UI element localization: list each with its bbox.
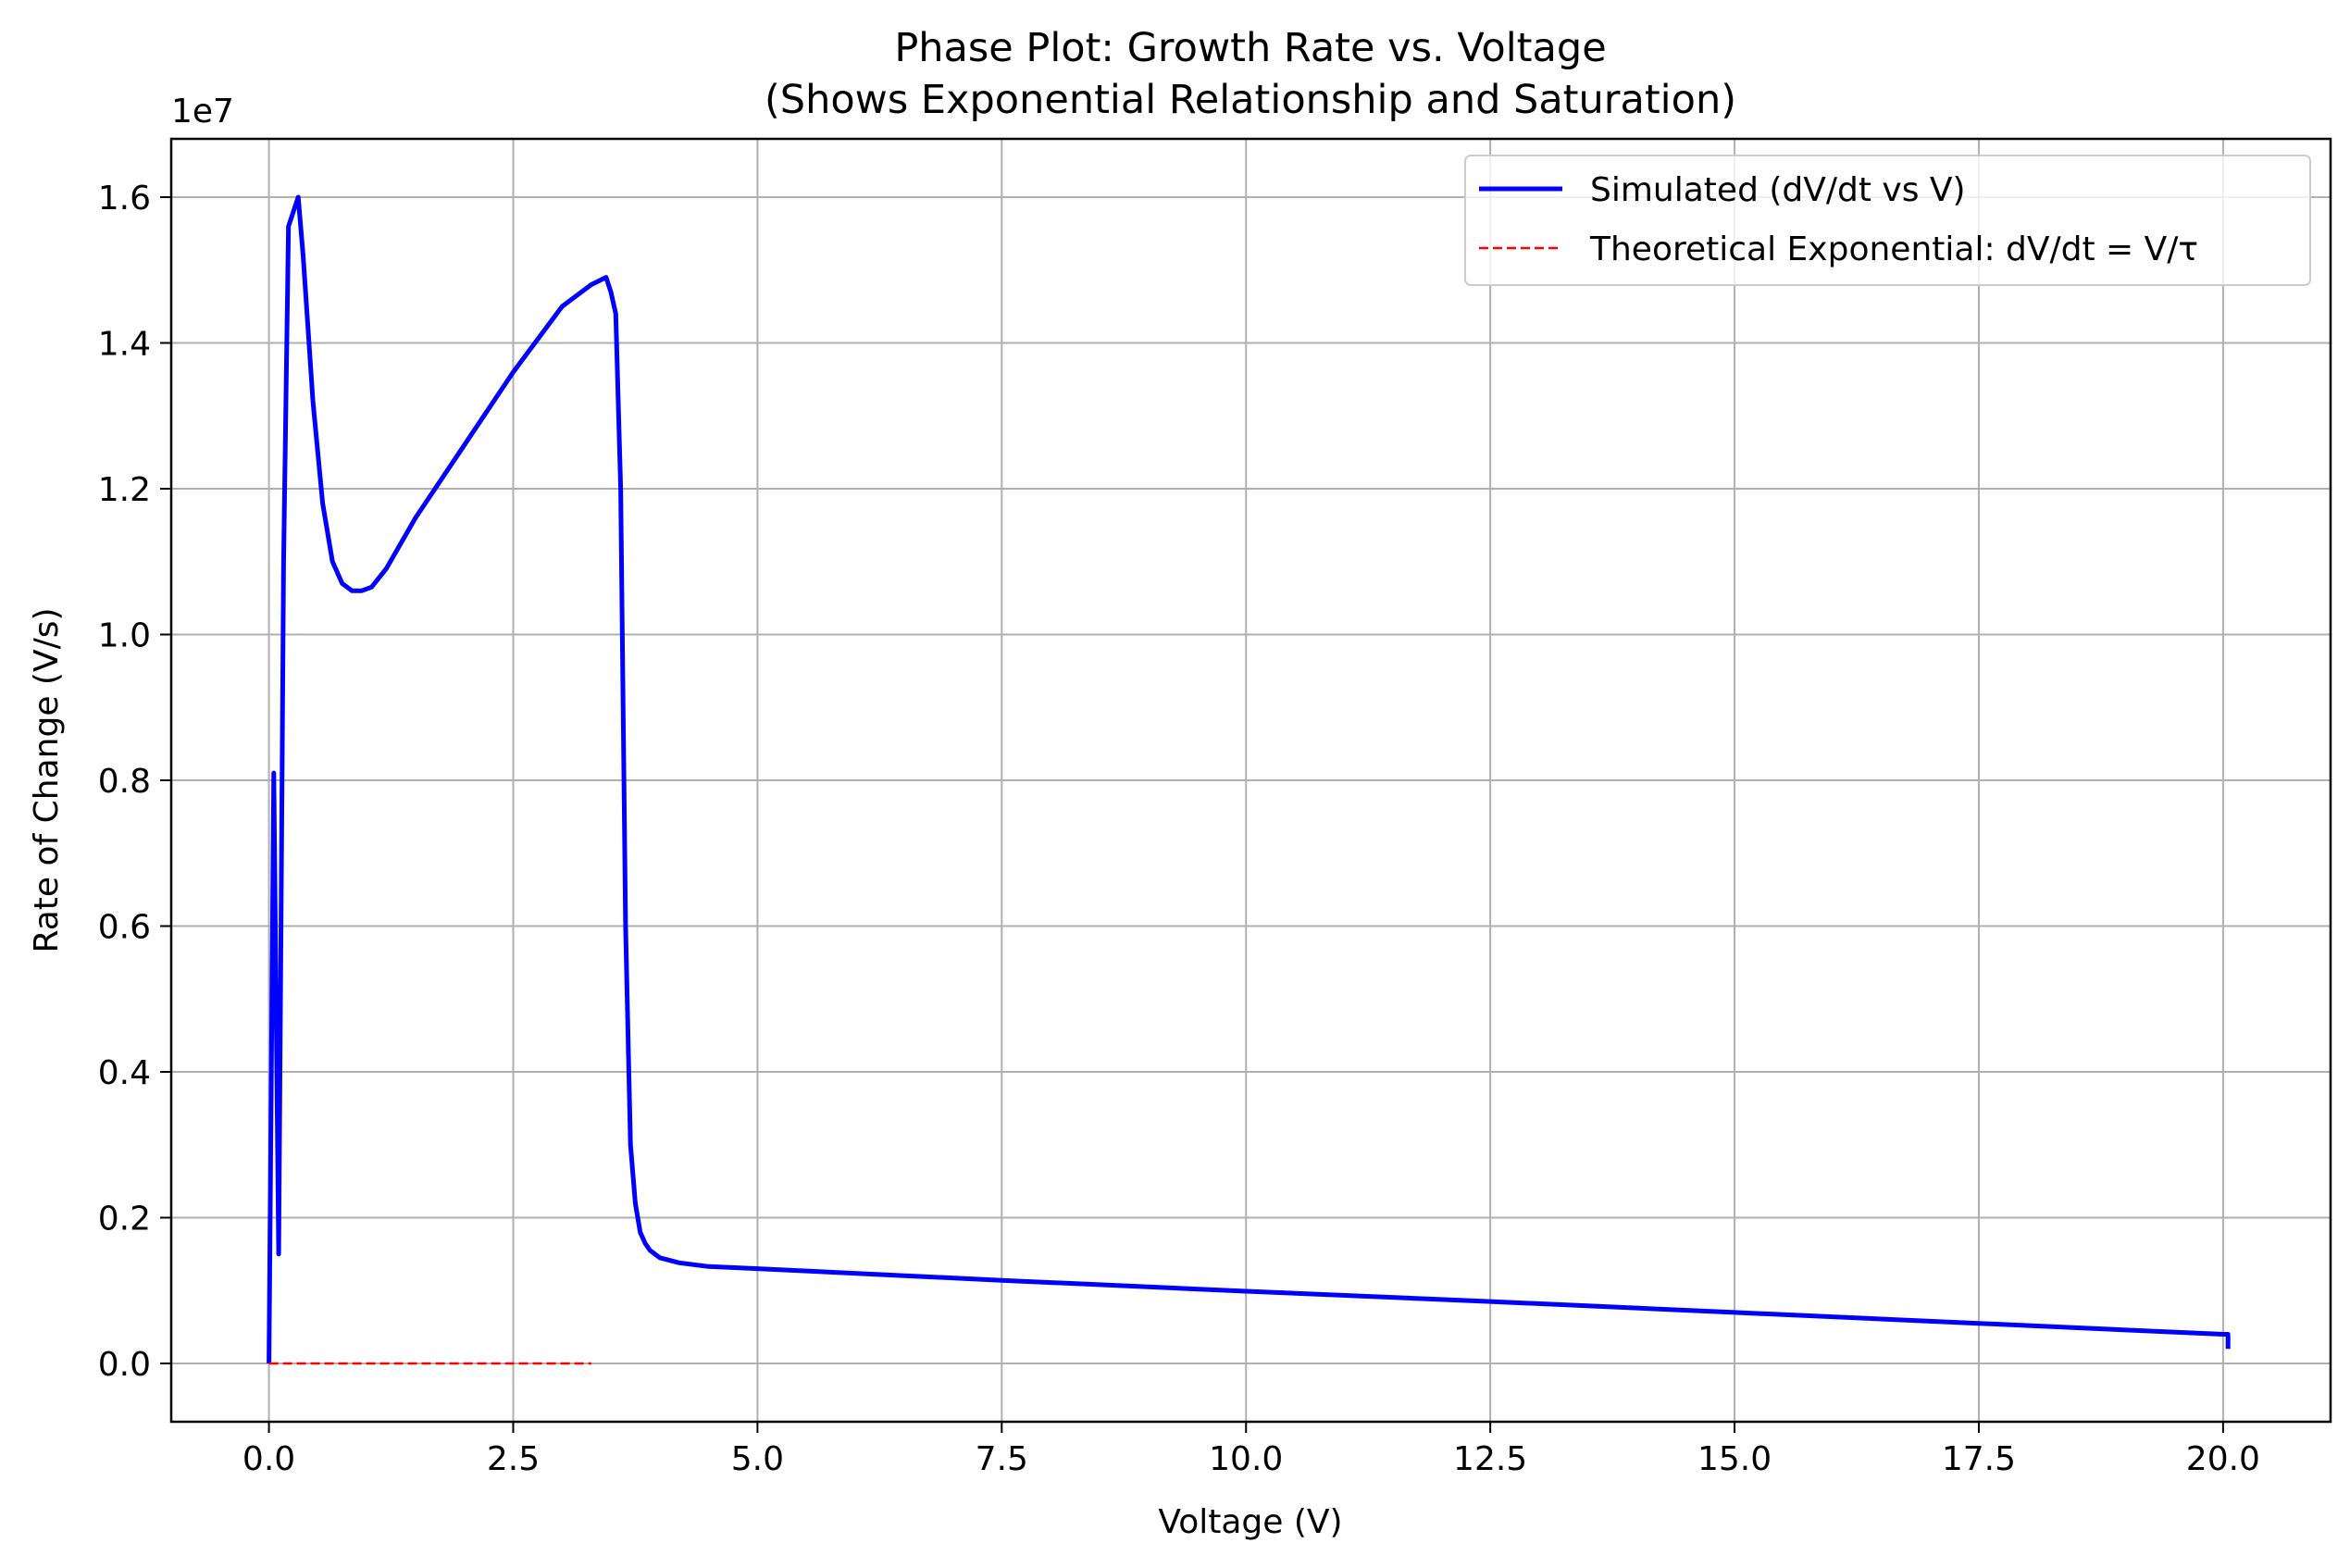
legend-label-simulated: Simulated (dV/dt vs V): [1590, 171, 1966, 209]
y-tick-label: 0.6: [98, 909, 151, 947]
y-offset-label: 1e7: [171, 93, 234, 131]
chart-title: Phase Plot: Growth Rate vs. Voltage: [894, 25, 1606, 71]
x-tick-label: 12.5: [1453, 1440, 1527, 1478]
y-tick-label: 1.0: [98, 617, 151, 655]
y-tick-label: 0.0: [98, 1346, 151, 1384]
plot-lines: [267, 194, 2231, 1365]
y-ticks: 0.0 0.2 0.4 0.6 0.8 1.0 1.2 1.4 1.6: [98, 180, 171, 1384]
x-ticks: 0.0 2.5 5.0 7.5 10.0 12.5 15.0 17.5 20.0: [242, 1422, 2260, 1478]
x-tick-label: 2.5: [487, 1440, 540, 1478]
x-tick-label: 15.0: [1697, 1440, 1772, 1478]
x-tick-label: 20.0: [2186, 1440, 2260, 1478]
x-tick-label: 5.0: [731, 1440, 784, 1478]
legend-label-theoretical: Theoretical Exponential: dV/dt = V/τ: [1589, 230, 2198, 268]
legend-box: [1464, 155, 2311, 286]
x-tick-label: 10.0: [1209, 1440, 1283, 1478]
x-axis-label: Voltage (V): [1158, 1503, 1342, 1541]
x-tick-label: 7.5: [976, 1440, 1028, 1478]
grid-lines: [171, 139, 2331, 1422]
y-axis-label: Rate of Change (V/s): [28, 607, 66, 952]
y-tick-label: 0.2: [98, 1201, 151, 1238]
y-tick-label: 1.2: [98, 471, 151, 509]
series-line-simulated: [267, 194, 2231, 1364]
chart-subtitle: (Shows Exponential Relationship and Satu…: [765, 77, 1736, 123]
x-tick-label: 0.0: [242, 1440, 295, 1478]
y-tick-label: 0.4: [98, 1054, 151, 1092]
y-tick-label: 1.4: [98, 326, 151, 364]
x-tick-label: 17.5: [1942, 1440, 2016, 1478]
y-tick-label: 1.6: [98, 180, 151, 218]
legend: Simulated (dV/dt vs V) Theoretical Expon…: [1464, 155, 2311, 286]
y-tick-label: 0.8: [98, 763, 151, 801]
